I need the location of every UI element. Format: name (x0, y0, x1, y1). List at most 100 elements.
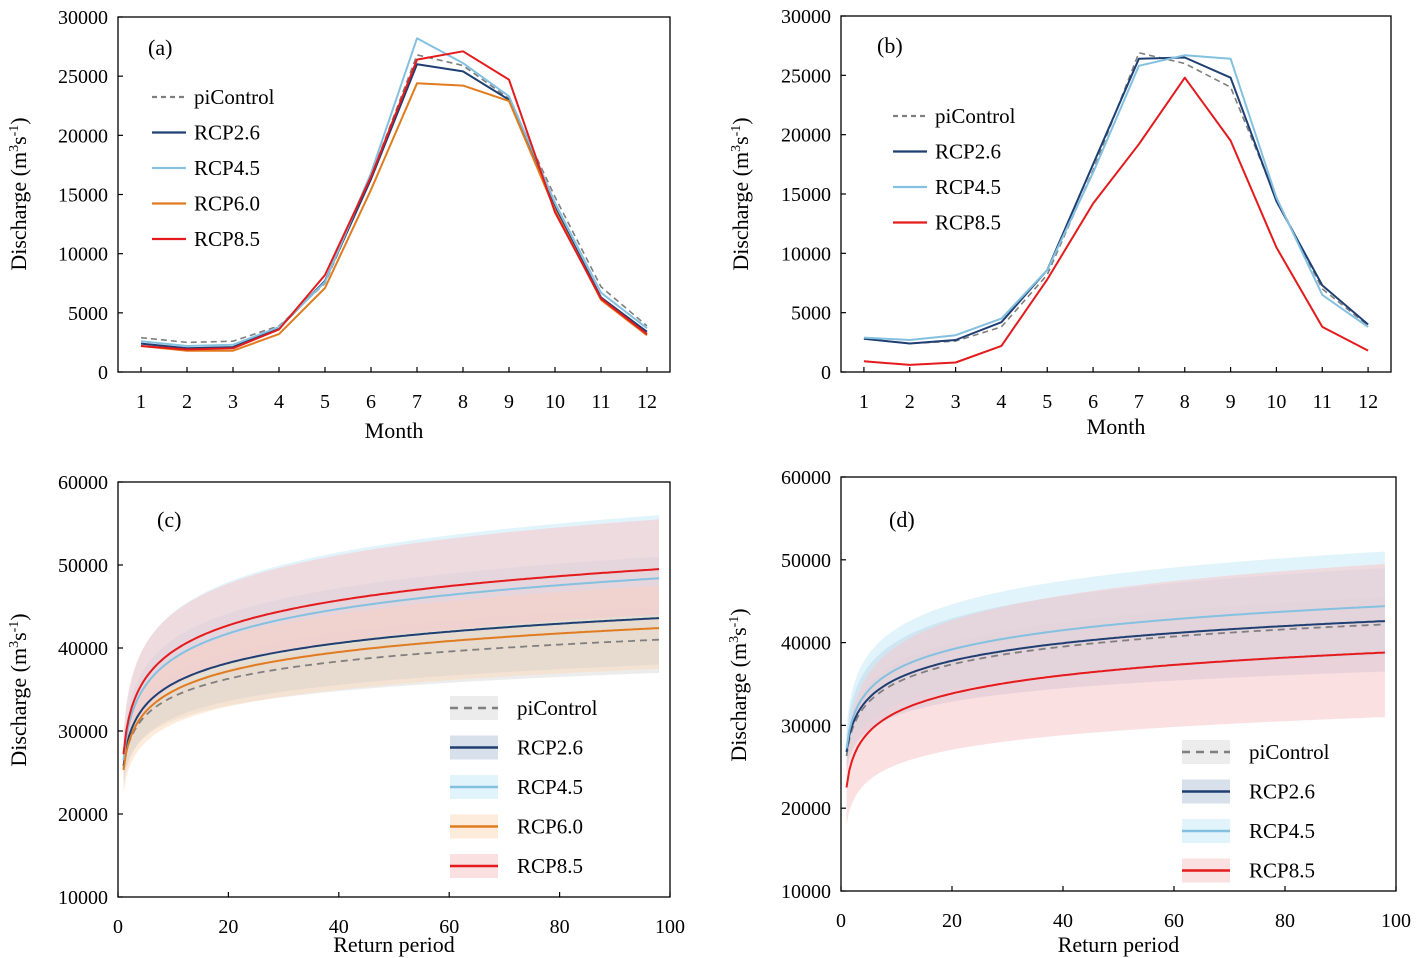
series-line-rcp8-5 (845, 651, 1385, 788)
legend-entry-rcp4-5: RCP4.5 (450, 775, 583, 799)
plot-area-b (863, 52, 1369, 366)
series-line-rcp8-5 (122, 568, 660, 755)
y-tick-label: 0 (98, 362, 108, 384)
series-line-rcp2-6 (845, 620, 1385, 753)
y-tick-label: 30000 (58, 721, 108, 743)
y-tick-label: 10000 (58, 887, 108, 909)
y-tick-label: 0 (821, 362, 831, 384)
y-tick-label: 15000 (781, 184, 831, 206)
legend-label-rcp4-5: RCP4.5 (935, 175, 1001, 199)
panel-label: (b) (877, 33, 903, 58)
legend-entry-rcp6-0: RCP6.0 (450, 814, 583, 839)
legend-label-rcp8-5: RCP8.5 (935, 211, 1001, 235)
x-tick-label: 80 (1275, 910, 1295, 932)
series-line-rcp6-0 (122, 627, 660, 771)
x-tick-label: 8 (1180, 391, 1190, 413)
x-tick-label: 7 (1134, 391, 1144, 413)
x-tick-label: 7 (412, 391, 422, 413)
legend-label-rcp4-5: RCP4.5 (517, 775, 583, 799)
x-tick-label: 20 (942, 910, 962, 932)
x-tick-label: 6 (1088, 391, 1098, 413)
legend-label-picontrol: piControl (935, 104, 1016, 128)
y-tick-label: 30000 (781, 715, 831, 737)
legend-label-rcp6-0: RCP6.0 (194, 192, 260, 216)
plot-frame-b (840, 15, 1392, 373)
legend-entry-rcp6-0: RCP6.0 (152, 192, 260, 216)
plot-frame-c (117, 481, 671, 898)
y-tick-label: 10000 (58, 244, 108, 266)
legend-entry-rcp4-5: RCP4.5 (152, 156, 260, 180)
band-rcp8-5 (123, 519, 659, 777)
legend-entry-picontrol: piControl (893, 104, 1016, 128)
x-tick-label: 80 (550, 916, 570, 938)
plot-area-d (845, 551, 1385, 825)
series-line-picontrol (845, 623, 1385, 757)
legend-label-rcp8-5: RCP8.5 (194, 227, 260, 251)
legend-label-picontrol: piControl (517, 696, 598, 720)
x-tick-label: 10 (545, 391, 565, 413)
y-tick-label: 30000 (781, 6, 831, 28)
panel-label: (c) (157, 507, 181, 532)
panel-b: 1 2 3 4 5 6 7 8 9 10 11 120500010000150002000025000… (728, 6, 1392, 439)
series-line-rcp8-5 (140, 50, 648, 351)
panel-a: 1 2 3 4 5 6 7 8 9 10 11 120500010000150002000025000… (6, 7, 671, 443)
x-tick-label: 40 (329, 916, 349, 938)
series-line-rcp2-6 (122, 617, 660, 767)
y-tick-label: 20000 (781, 125, 831, 147)
y-tick-label: 30000 (58, 7, 108, 29)
x-tick-label: 3 (951, 391, 961, 413)
legend-entry-rcp8-5: RCP8.5 (893, 211, 1001, 235)
legend-label-rcp8-5: RCP8.5 (517, 854, 583, 878)
x-tick-label: 2 (905, 391, 915, 413)
legend-entry-rcp8-5: RCP8.5 (1182, 858, 1315, 883)
x-tick-label: 1 (136, 391, 146, 413)
series-line-rcp8-5 (863, 76, 1369, 366)
x-tick-label: 6 (366, 391, 376, 413)
x-tick-label: 12 (1358, 391, 1378, 413)
y-axis-label: Discharge (m3s-1) (726, 608, 751, 761)
legend-entry-rcp8-5: RCP8.5 (152, 227, 260, 251)
y-tick-label: 40000 (58, 638, 108, 660)
legend-d: piControl RCP2.6 RCP4.5 RCP8.5 (1182, 740, 1330, 883)
plot-area-a (140, 37, 648, 352)
legend-entry-rcp2-6: RCP2.6 (450, 735, 583, 760)
x-tick-label: 12 (637, 391, 657, 413)
y-axis-label: Discharge (m3s-1) (6, 613, 31, 766)
legend-label-rcp2-6: RCP2.6 (517, 736, 583, 760)
series-line-rcp2-6 (140, 63, 648, 350)
y-tick-label: 10000 (781, 243, 831, 265)
y-tick-label: 5000 (791, 303, 831, 325)
y-tick-label: 25000 (781, 65, 831, 87)
x-tick-label: 4 (996, 391, 1006, 413)
legend-entry-rcp4-5: RCP4.5 (893, 175, 1001, 199)
legend-entry-rcp2-6: RCP2.6 (152, 121, 260, 145)
x-axis-label: Month (365, 418, 424, 443)
y-tick-label: 20000 (781, 798, 831, 820)
y-tick-label: 25000 (58, 66, 108, 88)
x-tick-label: 40 (1053, 910, 1073, 932)
legend-entry-rcp8-5: RCP8.5 (450, 854, 583, 878)
series-line-rcp4-5 (140, 37, 648, 347)
y-axis-label: Discharge (m3s-1) (728, 117, 753, 270)
series-line-rcp2-6 (863, 56, 1369, 345)
series-line-rcp4-5 (845, 605, 1385, 749)
x-tick-label: 10 (1266, 391, 1286, 413)
plot-frame-d (840, 476, 1397, 892)
legend-b: piControl RCP2.6 RCP4.5 RCP8.5 (893, 104, 1016, 235)
y-tick-label: 40000 (781, 633, 831, 655)
x-tick-label: 0 (113, 916, 123, 938)
y-tick-label: 50000 (58, 555, 108, 577)
legend-a: piControl RCP2.6 RCP4.5 RCP6.0 RCP8.5 (152, 85, 275, 251)
series-line-rcp4-5 (863, 54, 1369, 341)
panel-label: (a) (148, 35, 172, 60)
x-axis-label: Month (1087, 414, 1146, 439)
legend-entry-picontrol: piControl (152, 85, 275, 109)
legend-entry-rcp2-6: RCP2.6 (1182, 779, 1315, 804)
y-tick-label: 60000 (58, 472, 108, 494)
band-rcp8-5 (846, 563, 1385, 825)
y-tick-label: 10000 (781, 881, 831, 903)
legend-label-rcp2-6: RCP2.6 (1249, 780, 1315, 804)
panel-c: 0 20 40 60 80 100 10000 20000 30000 40000 50000 600… (6, 472, 685, 957)
legend-entry-rcp4-5: RCP4.5 (1182, 819, 1315, 843)
y-tick-label: 20000 (58, 804, 108, 826)
